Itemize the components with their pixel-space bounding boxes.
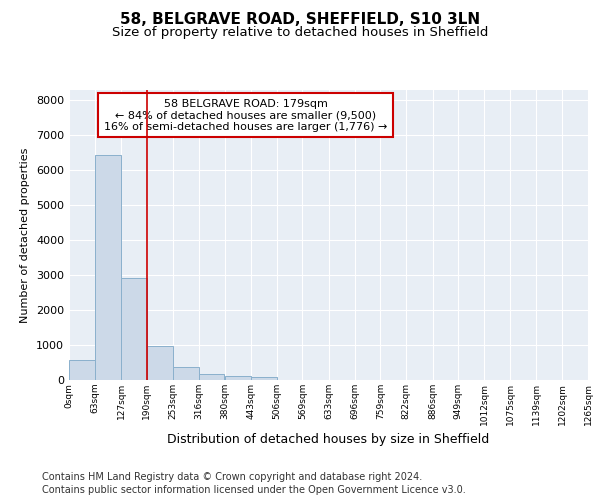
Bar xyxy=(173,366,199,380)
Bar xyxy=(225,376,251,380)
X-axis label: Distribution of detached houses by size in Sheffield: Distribution of detached houses by size … xyxy=(167,433,490,446)
Bar xyxy=(95,156,121,380)
Text: Contains public sector information licensed under the Open Government Licence v3: Contains public sector information licen… xyxy=(42,485,466,495)
Bar xyxy=(69,360,95,380)
Text: Contains HM Land Registry data © Crown copyright and database right 2024.: Contains HM Land Registry data © Crown c… xyxy=(42,472,422,482)
Text: 58, BELGRAVE ROAD, SHEFFIELD, S10 3LN: 58, BELGRAVE ROAD, SHEFFIELD, S10 3LN xyxy=(120,12,480,28)
Bar xyxy=(121,278,147,380)
Bar xyxy=(251,378,277,380)
Bar xyxy=(147,346,173,380)
Bar xyxy=(199,374,224,380)
Text: Size of property relative to detached houses in Sheffield: Size of property relative to detached ho… xyxy=(112,26,488,39)
Text: 58 BELGRAVE ROAD: 179sqm
← 84% of detached houses are smaller (9,500)
16% of sem: 58 BELGRAVE ROAD: 179sqm ← 84% of detach… xyxy=(104,98,387,132)
Y-axis label: Number of detached properties: Number of detached properties xyxy=(20,148,31,322)
